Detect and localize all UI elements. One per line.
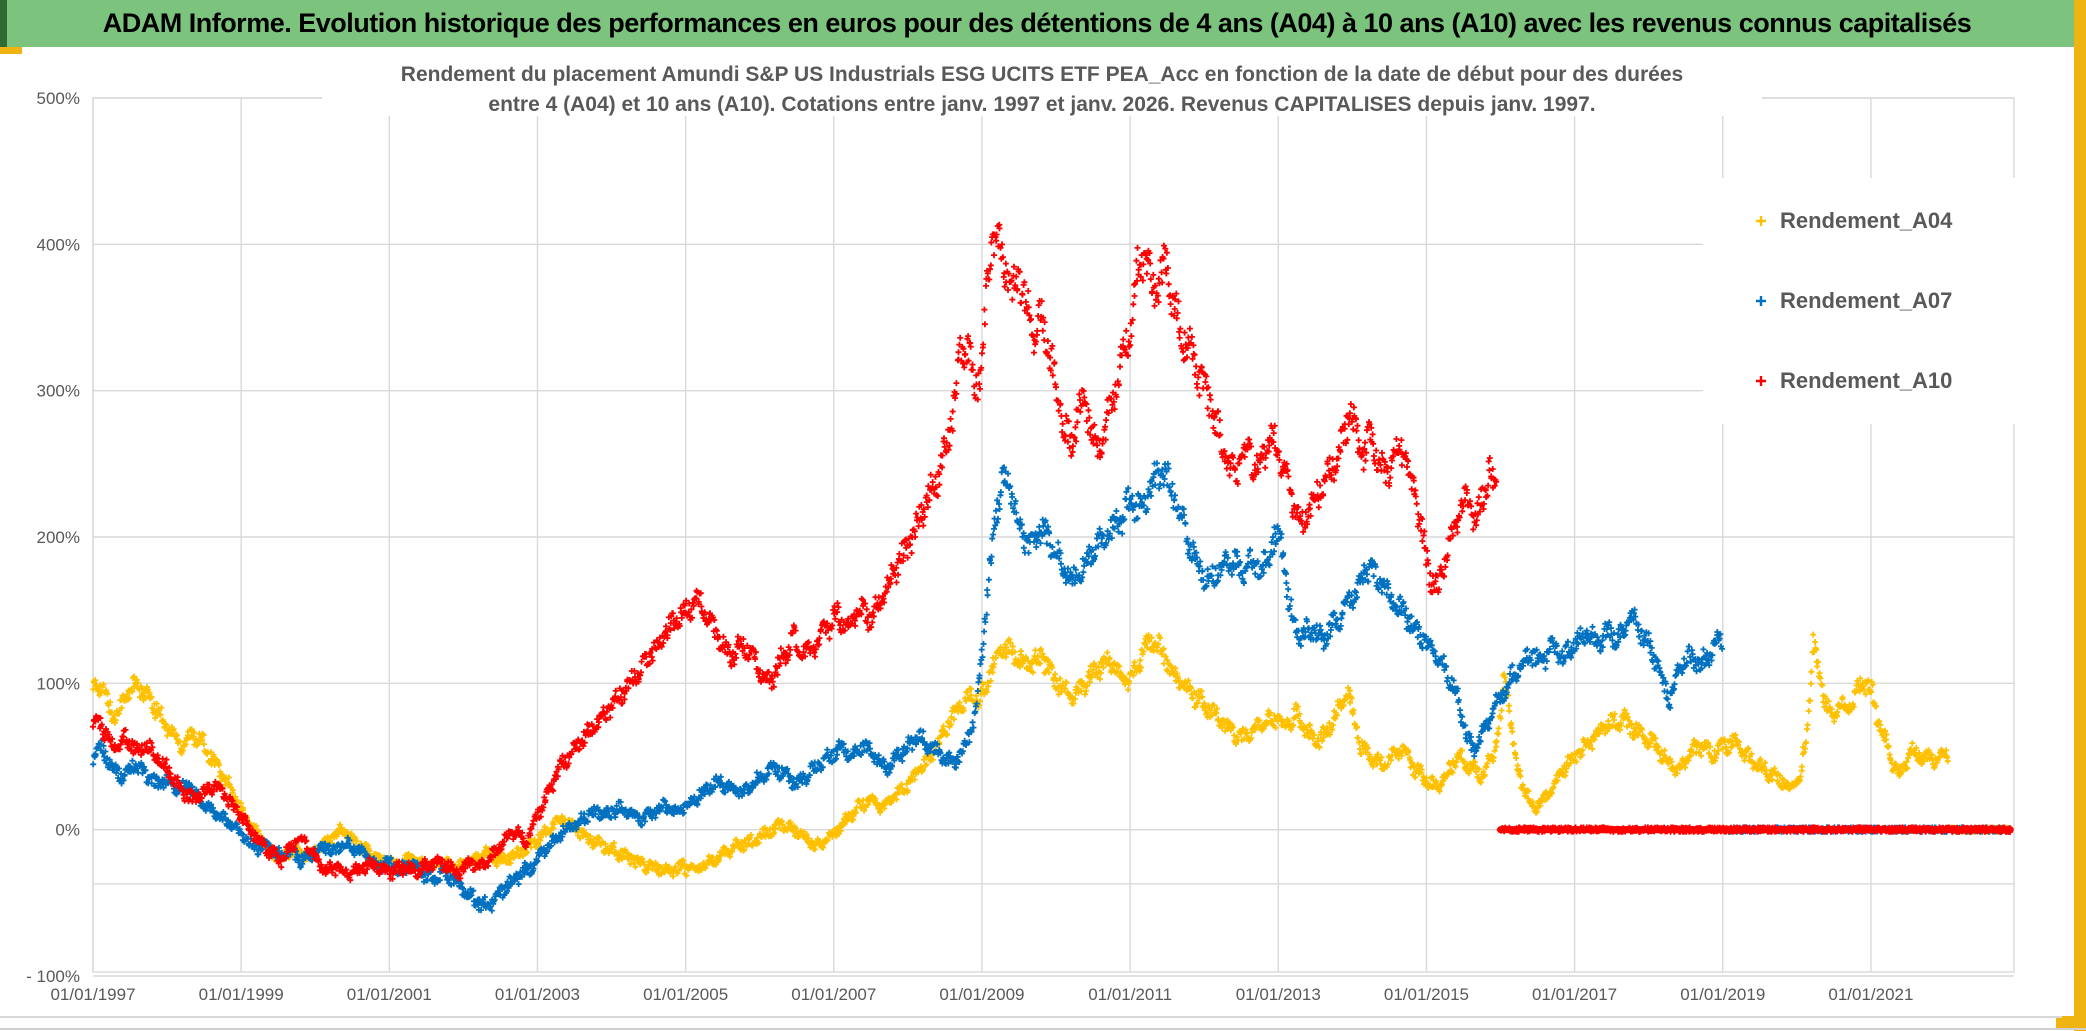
legend: Rendement_A04 Rendement_A07 Rendement_A10 bbox=[1703, 178, 2082, 424]
scatter-markers bbox=[90, 631, 1951, 880]
title-bar-accent bbox=[0, 0, 7, 47]
title-bar: ADAM Informe. Evolution historique des p… bbox=[0, 0, 2074, 47]
x-axis-label: 01/01/2021 bbox=[1828, 985, 1913, 1004]
zero-tail-rendement_a10 bbox=[1496, 824, 2014, 835]
gold-corner-bottom-right bbox=[2056, 1016, 2086, 1029]
chart-title: Rendement du placement Amundi S&P US Ind… bbox=[322, 54, 1762, 116]
scatter-markers bbox=[90, 221, 1500, 884]
y-axis-label: 200% bbox=[37, 528, 80, 547]
y-axis-labels: 500% 400% 300% 200% 100% 0% - 100% bbox=[26, 89, 80, 986]
chart-title-line1: Rendement du placement Amundi S&P US Ind… bbox=[401, 63, 1683, 86]
y-axis-label: 0% bbox=[55, 821, 80, 840]
x-axis-label: 01/01/2019 bbox=[1680, 985, 1765, 1004]
legend-item-rendement-a07[interactable]: Rendement_A07 bbox=[1756, 288, 1952, 313]
x-axis-label: 01/01/2013 bbox=[1236, 985, 1321, 1004]
x-axis-label: 01/01/1999 bbox=[199, 985, 284, 1004]
x-axis-label: 01/01/2009 bbox=[939, 985, 1024, 1004]
x-axis-label: 01/01/2011 bbox=[1088, 985, 1172, 1004]
x-axis-labels: 01/01/1997 01/01/1999 01/01/2001 01/01/2003… bbox=[50, 985, 1913, 1004]
scatter-markers bbox=[90, 460, 1726, 914]
y-axis-label: 300% bbox=[37, 382, 80, 401]
x-axis-label: 01/01/2001 bbox=[347, 985, 432, 1004]
legend-item-rendement-a10[interactable]: Rendement_A10 bbox=[1756, 368, 1952, 393]
report-title: ADAM Informe. Evolution historique des p… bbox=[102, 8, 1972, 38]
x-axis-label: 01/01/1997 bbox=[50, 985, 135, 1004]
x-axis-label: 01/01/2005 bbox=[643, 985, 728, 1004]
series-rendement-a04 bbox=[90, 631, 2014, 880]
legend-background bbox=[1703, 178, 2082, 424]
legend-marker-rendement_a07 bbox=[1756, 296, 1766, 306]
legend-label: Rendement_A10 bbox=[1780, 368, 1952, 393]
y-axis-label: 500% bbox=[37, 89, 80, 108]
y-axis-label: - 100% bbox=[26, 967, 80, 986]
x-axis-label: 01/01/2015 bbox=[1384, 985, 1469, 1004]
legend-label: Rendement_A07 bbox=[1780, 288, 1952, 313]
series-rendement-a10 bbox=[90, 221, 2014, 884]
legend-item-rendement-a04[interactable]: Rendement_A04 bbox=[1756, 208, 1953, 233]
x-axis-label: 01/01/2007 bbox=[791, 985, 876, 1004]
gold-border-right bbox=[2074, 0, 2086, 1031]
chart-bottom-rule bbox=[0, 1016, 2062, 1018]
legend-marker-rendement_a04 bbox=[1756, 216, 1766, 226]
series-group bbox=[90, 221, 2014, 914]
chart-title-line2: entre 4 (A04) et 10 ans (A10). Cotations… bbox=[488, 93, 1595, 116]
gold-tab-left bbox=[0, 47, 22, 54]
x-axis-label: 01/01/2017 bbox=[1532, 985, 1617, 1004]
page-bottom-rule bbox=[0, 1028, 2086, 1030]
x-axis-label: 01/01/2003 bbox=[495, 985, 580, 1004]
legend-label: Rendement_A04 bbox=[1780, 208, 1953, 233]
y-axis-label: 400% bbox=[37, 235, 80, 254]
y-axis-label: 100% bbox=[37, 674, 80, 693]
legend-marker-rendement_a10 bbox=[1756, 376, 1766, 386]
